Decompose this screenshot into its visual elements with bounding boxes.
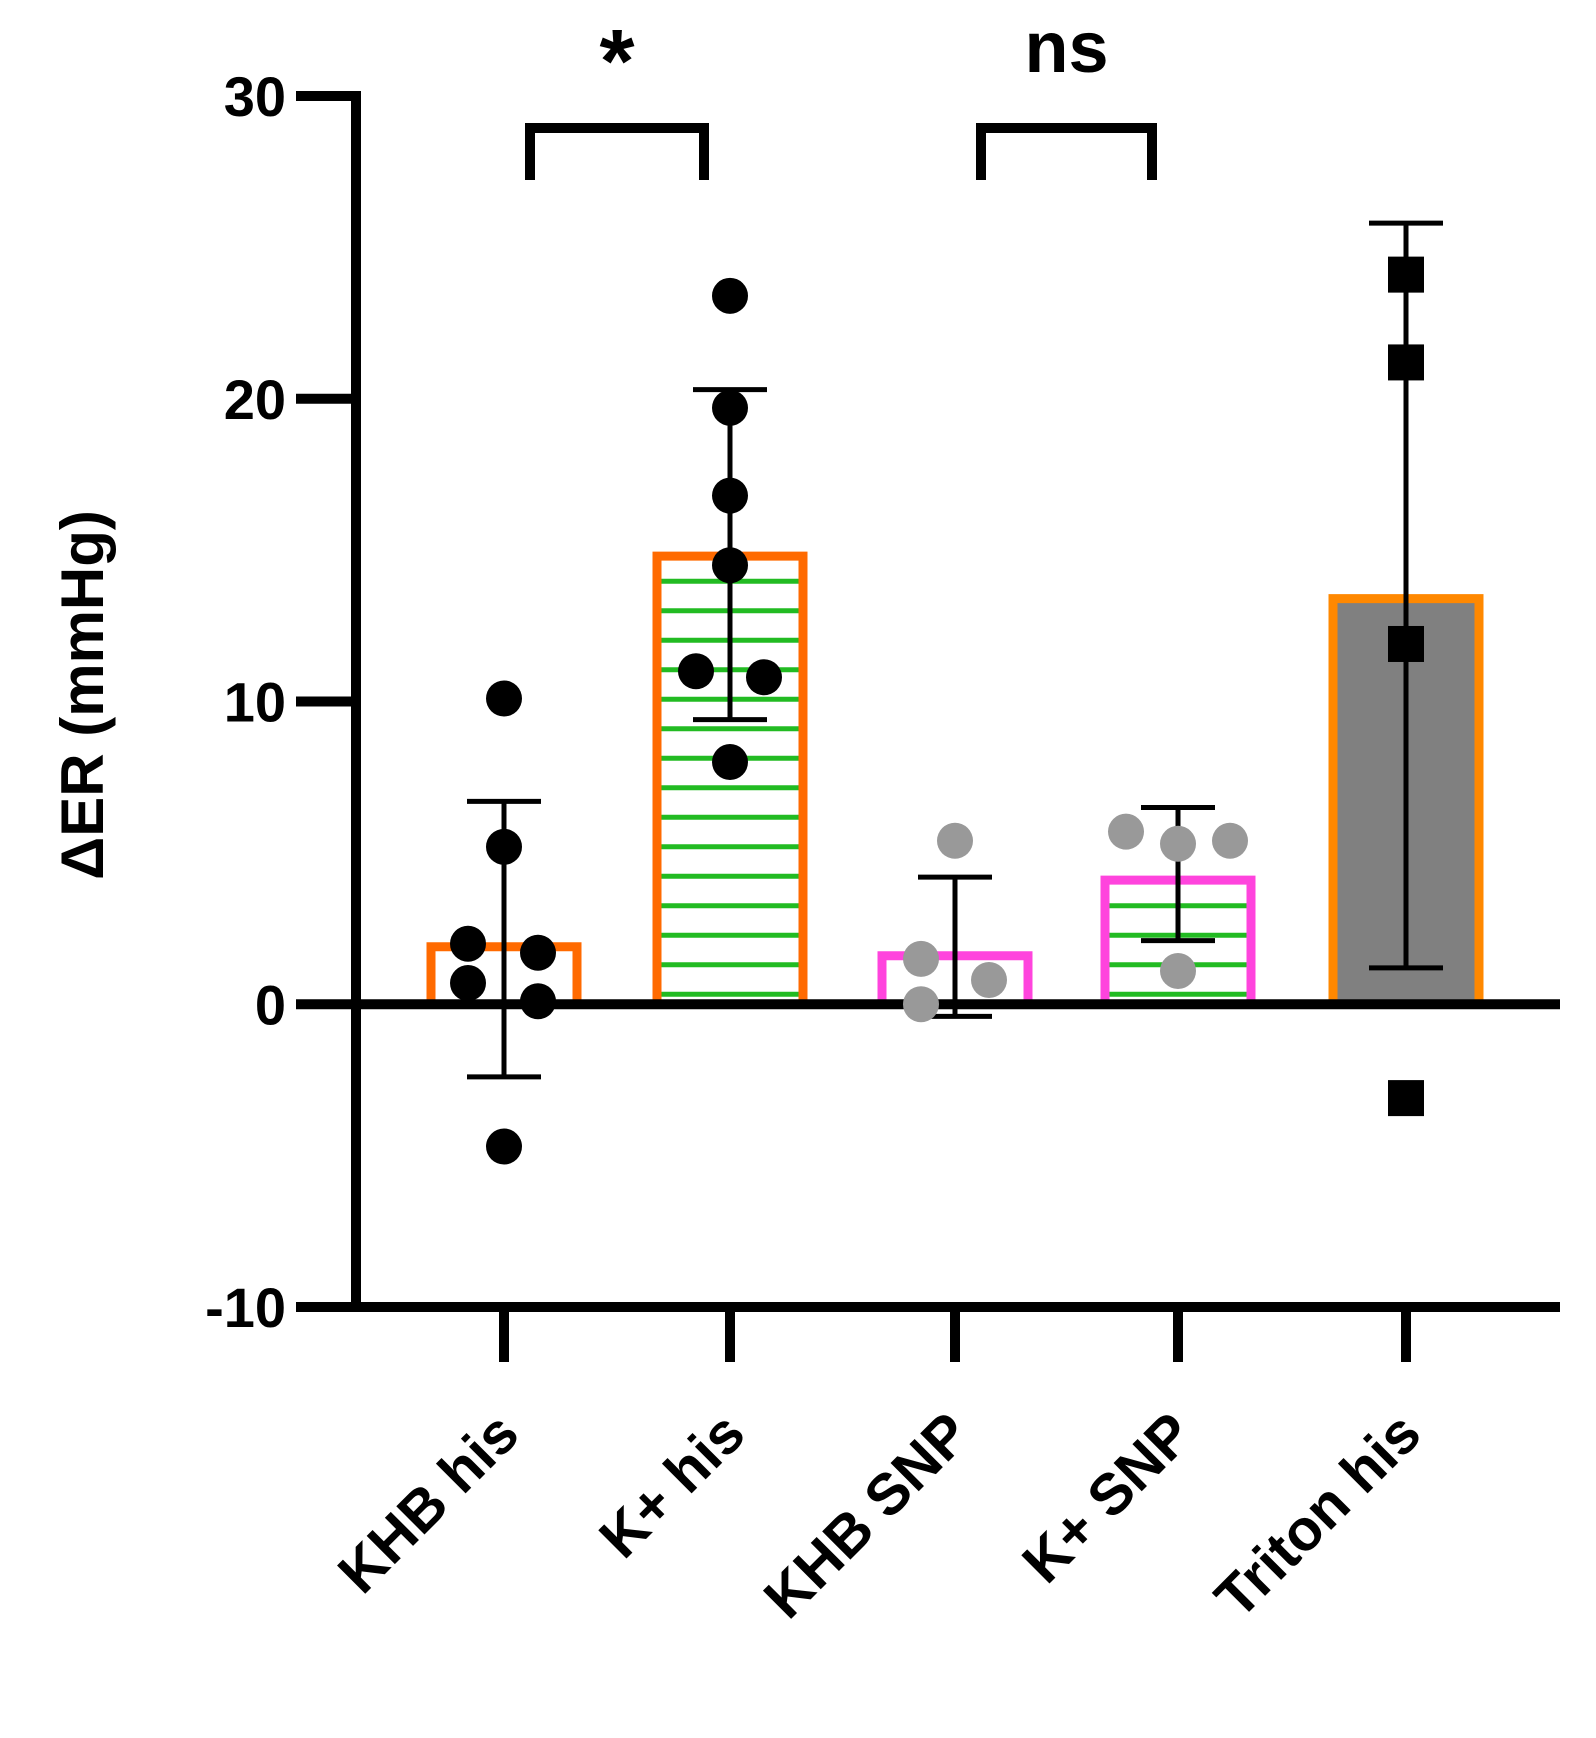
significance-bracket: ns <box>976 8 1157 180</box>
y-tick-label: -10 <box>205 1276 286 1339</box>
data-point-square <box>1388 344 1424 381</box>
x-tick-label: K+ his <box>587 1400 757 1570</box>
data-point <box>903 940 939 977</box>
data-point <box>1108 813 1144 850</box>
data-point-square <box>1388 256 1424 293</box>
data-point <box>746 659 782 696</box>
y-axis-title: ΔER (mmHg) <box>49 510 116 880</box>
bracket-line <box>525 123 709 180</box>
significance-label: * <box>599 12 634 112</box>
errorbars-layer <box>467 220 1443 1080</box>
data-point <box>486 828 522 865</box>
data-point <box>712 477 748 514</box>
y-tick-label: 0 <box>255 973 286 1036</box>
bracket-line <box>976 123 1157 180</box>
data-point <box>971 962 1007 999</box>
data-point <box>1160 952 1196 989</box>
data-point <box>450 925 486 962</box>
data-point <box>712 744 748 781</box>
y-tick-label: 20 <box>224 368 286 431</box>
significance-bracket: * <box>525 12 709 180</box>
data-point <box>678 653 714 690</box>
data-point <box>712 389 748 426</box>
data-point <box>712 547 748 584</box>
x-tick-label: K+ SNP <box>1010 1400 1205 1595</box>
data-point <box>486 1128 522 1165</box>
data-point <box>1212 822 1248 859</box>
x-tick-label: KHB SNP <box>752 1400 983 1631</box>
data-point <box>1160 825 1196 862</box>
data-point <box>937 822 973 859</box>
data-point <box>712 277 748 314</box>
y-tick-label: 30 <box>224 65 286 128</box>
points-layer <box>450 256 1424 1165</box>
annotations-layer: * ns <box>525 8 1157 180</box>
data-point <box>486 680 522 717</box>
data-point <box>520 934 556 971</box>
data-point <box>903 986 939 1023</box>
y-tick-label: 10 <box>224 671 286 734</box>
x-tick-label: Triton his <box>1203 1400 1434 1631</box>
data-point-square <box>1388 1080 1424 1117</box>
data-point-square <box>1388 625 1424 662</box>
x-tick-label: KHB his <box>326 1400 531 1605</box>
data-point <box>520 983 556 1020</box>
significance-label: ns <box>1024 8 1108 88</box>
data-point <box>450 965 486 1002</box>
